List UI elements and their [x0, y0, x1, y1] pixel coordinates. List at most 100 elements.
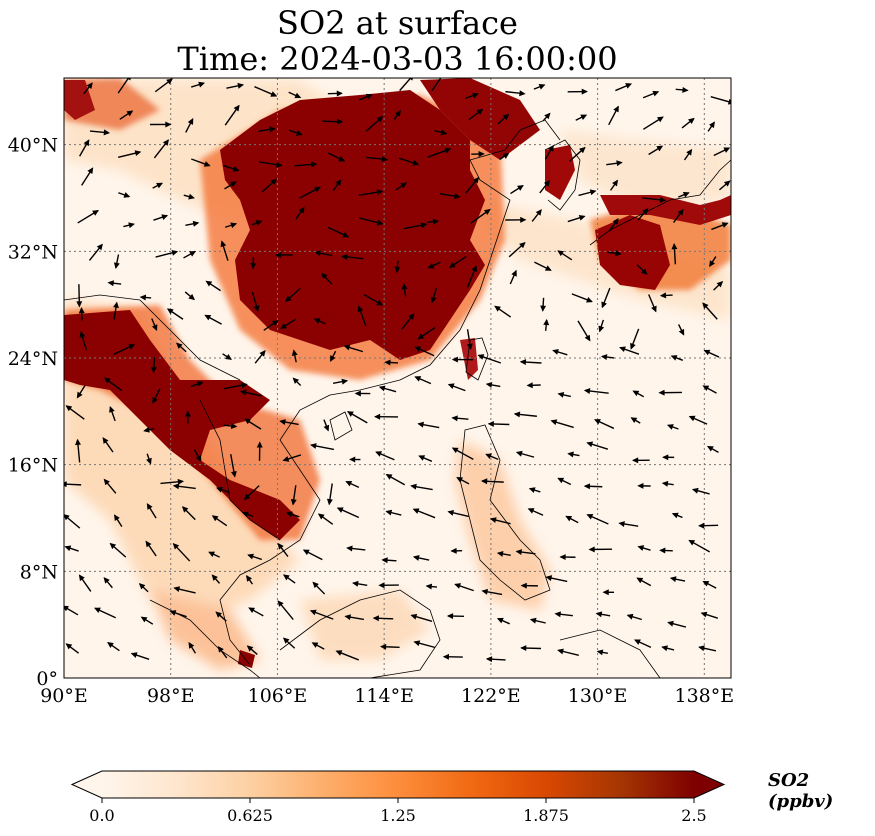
wind-arrow — [117, 150, 142, 158]
wind-arrow — [609, 179, 619, 191]
wind-arrow — [327, 90, 343, 97]
wind-arrow — [626, 613, 643, 621]
wind-arrow — [332, 378, 349, 385]
x-tick-label: 98°E — [147, 685, 195, 707]
wind-arrow — [531, 209, 542, 222]
wind-arrow — [243, 485, 260, 501]
wind-arrow — [659, 292, 673, 299]
wind-arrow — [357, 305, 367, 327]
wind-arrow — [575, 114, 588, 121]
wind-arrow — [138, 583, 149, 593]
x-tick-label: 90°E — [40, 685, 88, 707]
wind-arrow — [327, 226, 350, 238]
wind-arrow — [89, 129, 110, 136]
wind-arrow — [378, 385, 397, 393]
wind-arrow — [246, 645, 258, 655]
wind-arrow — [263, 320, 279, 331]
wind-arrow — [183, 250, 197, 259]
wind-arrow — [481, 588, 503, 596]
wind-arrow — [578, 189, 597, 197]
wind-arrow — [277, 542, 289, 557]
wind-arrow — [427, 261, 441, 269]
wind-arrow — [395, 182, 408, 191]
wind-arrow — [130, 652, 150, 660]
wind-arrow — [94, 607, 116, 619]
wind-arrow — [671, 243, 678, 265]
wind-arrow — [216, 486, 230, 494]
wind-arrow — [172, 542, 191, 562]
wind-arrow — [414, 376, 432, 385]
wind-arrow — [254, 350, 266, 364]
wind-arrow — [678, 191, 690, 198]
wind-arrow — [345, 481, 360, 489]
wind-arrow — [188, 641, 197, 654]
wind-arrow — [79, 331, 88, 351]
wind-arrow — [354, 390, 371, 397]
wind-arrow — [520, 645, 542, 652]
wind-arrow — [314, 250, 333, 257]
wind-arrow — [113, 254, 120, 269]
wind-arrow — [64, 605, 79, 616]
wind-arrow — [713, 147, 731, 157]
wind-arrow — [412, 555, 430, 561]
map-frame — [63, 77, 732, 679]
wind-arrow — [519, 359, 542, 366]
wind-arrow — [567, 451, 580, 458]
wind-arrow — [275, 251, 293, 258]
wind-arrow — [544, 144, 554, 160]
wind-arrow — [224, 222, 238, 229]
wind-arrow — [698, 522, 719, 529]
wind-arrow — [446, 613, 464, 620]
wind-arrow — [184, 291, 196, 301]
wind-arrow — [630, 328, 640, 350]
wind-arrow — [410, 613, 433, 622]
wind-arrow — [363, 294, 384, 306]
wind-arrow — [78, 307, 85, 321]
wind-arrow — [702, 580, 717, 589]
wind-arrow — [193, 449, 202, 462]
wind-arrow — [230, 454, 237, 478]
wind-arrow — [447, 509, 469, 518]
wind-arrow — [497, 113, 510, 125]
wind-arrow — [528, 487, 541, 493]
wind-arrow — [327, 152, 346, 162]
wind-arrow — [109, 406, 116, 422]
wind-arrow — [595, 611, 611, 618]
wind-arrow — [485, 656, 506, 663]
wind-arrow — [123, 222, 135, 229]
wind-arrow — [346, 411, 368, 424]
wind-arrow — [489, 517, 511, 525]
wind-arrow — [329, 350, 337, 362]
wind-arrow — [247, 553, 262, 561]
wind-arrow — [151, 318, 158, 332]
colorbar-tick-label: 1.875 — [523, 806, 569, 825]
wind-arrow — [508, 241, 526, 258]
wind-arrow — [79, 139, 90, 157]
wind-arrow — [515, 450, 535, 458]
wind-arrow — [103, 377, 123, 392]
wind-arrow — [414, 346, 435, 357]
wind-arrow — [215, 611, 227, 622]
wind-arrow — [343, 344, 364, 353]
wind-arrow — [485, 453, 499, 461]
wind-arrow — [294, 161, 318, 168]
wind-arrow — [637, 545, 651, 551]
wind-arrow — [588, 546, 613, 553]
wind-arrow — [373, 413, 399, 420]
wind-arrow — [583, 388, 609, 394]
wind-arrow — [485, 382, 501, 388]
wind-arrow — [385, 509, 402, 516]
wind-arrow — [322, 118, 344, 125]
wind-arrow — [571, 293, 593, 303]
wind-arrow — [642, 196, 667, 203]
wind-arrow — [77, 210, 99, 224]
wind-arrow — [527, 508, 544, 516]
wind-arrow — [671, 512, 683, 519]
wind-arrow — [217, 645, 228, 659]
wind-arrow — [341, 254, 364, 260]
wind-arrow — [109, 542, 127, 558]
wind-arrow — [153, 139, 170, 159]
wind-arrow — [311, 642, 325, 650]
wind-arrow — [185, 220, 200, 227]
wind-arrow — [381, 557, 397, 564]
